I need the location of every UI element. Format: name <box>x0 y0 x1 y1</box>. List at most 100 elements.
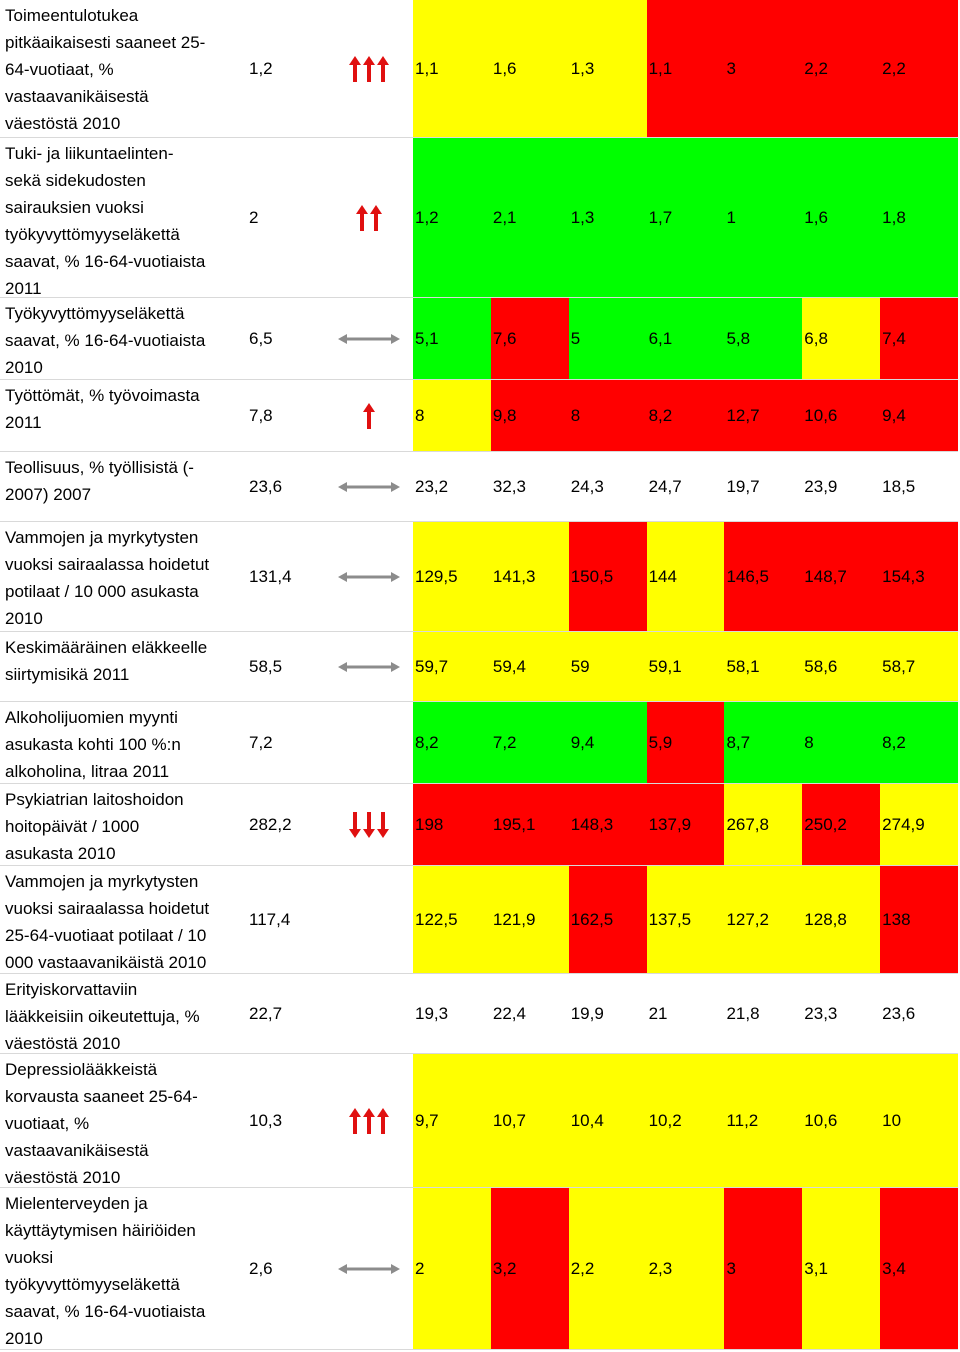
value-cell: 3,4 <box>880 1188 959 1349</box>
value-cell: 10,6 <box>802 380 881 451</box>
value-cell: 8 <box>802 702 881 783</box>
indicator-label: Psykiatrian laitoshoidon hoitopäivät / 1… <box>0 784 245 865</box>
base-value: 10,3 <box>245 1054 325 1187</box>
value-cell: 128,8 <box>802 866 881 973</box>
value-cell: 23,9 <box>802 452 881 521</box>
table-row: Teollisuus, % työllisistä (- 2007) 2007 2… <box>0 452 959 522</box>
base-value: 2 <box>245 138 325 297</box>
value-cell: 59,7 <box>413 632 491 701</box>
base-value: 282,2 <box>245 784 325 865</box>
value-cell: 250,2 <box>802 784 881 865</box>
indicator-label: Työkyvyttömyyseläkettä saavat, % 16-64-v… <box>0 298 245 379</box>
indicator-label: Vammojen ja myrkytysten vuoksi sairaalas… <box>0 866 245 973</box>
value-cell: 7,6 <box>490 298 569 379</box>
triple-up-arrow-icon <box>349 55 389 82</box>
trend-cell <box>325 632 413 701</box>
value-cell: 141,3 <box>490 522 569 631</box>
value-cell: 10,4 <box>568 1054 647 1187</box>
value-cell: 1,3 <box>568 138 647 297</box>
value-cell: 2,3 <box>646 1188 725 1349</box>
horizontal-arrow-icon <box>338 571 400 582</box>
value-cell: 1,8 <box>880 138 959 297</box>
table-row: Toimeentulotukea pitkäaikaisesti saaneet… <box>0 0 959 138</box>
indicator-label: Työttömät, % työvoimasta 2011 <box>0 380 245 451</box>
trend-cell <box>325 702 413 783</box>
value-cell: 1,1 <box>646 0 725 137</box>
trend-cell <box>325 784 413 865</box>
value-cell: 148,7 <box>802 522 881 631</box>
table-row: Depressiolääkkeistä korvausta saaneet 25… <box>0 1054 959 1188</box>
base-value: 23,6 <box>245 452 325 521</box>
value-cell: 23,6 <box>880 974 959 1053</box>
value-cell: 8,2 <box>413 702 491 783</box>
value-cell: 5 <box>568 298 647 379</box>
trend-cell <box>325 0 413 137</box>
base-value: 131,4 <box>245 522 325 631</box>
indicator-label: Mielenterveyden ja käyttäytymisen häiriö… <box>0 1188 245 1349</box>
base-value: 22,7 <box>245 974 325 1053</box>
table-row: Työkyvyttömyyseläkettä saavat, % 16-64-v… <box>0 298 959 380</box>
value-cell: 8 <box>413 380 491 451</box>
value-cell: 8,7 <box>724 702 803 783</box>
value-cell: 59 <box>568 632 647 701</box>
value-cell: 23,2 <box>413 452 491 521</box>
value-cell: 150,5 <box>568 522 647 631</box>
value-cell: 2,2 <box>880 0 959 137</box>
table-row: Alkoholijuomien myynti asukasta kohti 10… <box>0 702 959 784</box>
value-cell: 21 <box>646 974 725 1053</box>
value-cell: 58,7 <box>880 632 959 701</box>
table-row: Työttömät, % työvoimasta 2011 7,8 8 9,8 8 8,2… <box>0 380 959 452</box>
value-cell: 19,9 <box>568 974 647 1053</box>
value-cell: 5,9 <box>646 702 725 783</box>
base-value: 7,2 <box>245 702 325 783</box>
horizontal-arrow-icon <box>338 1263 400 1274</box>
value-cell: 18,5 <box>880 452 959 521</box>
value-cell: 267,8 <box>724 784 803 865</box>
base-value: 117,4 <box>245 866 325 973</box>
value-cell: 274,9 <box>880 784 959 865</box>
value-cell: 127,2 <box>724 866 803 973</box>
value-cell: 1,7 <box>646 138 725 297</box>
base-value: 1,2 <box>245 0 325 137</box>
value-cell: 5,1 <box>413 298 491 379</box>
table-row: Vammojen ja myrkytysten vuoksi sairaalas… <box>0 522 959 632</box>
value-cell: 122,5 <box>413 866 491 973</box>
value-cell: 138 <box>880 866 959 973</box>
value-cell: 148,3 <box>568 784 647 865</box>
trend-cell <box>325 866 413 973</box>
value-cell: 3 <box>724 0 803 137</box>
value-cell: 129,5 <box>413 522 491 631</box>
double-up-arrow-icon <box>356 204 382 231</box>
value-cell: 59,4 <box>490 632 569 701</box>
value-cell: 162,5 <box>568 866 647 973</box>
table-row: Erityiskorvattaviin lääkkeisiin oikeutet… <box>0 974 959 1054</box>
table-row: Psykiatrian laitoshoidon hoitopäivät / 1… <box>0 784 959 866</box>
value-cell: 9,8 <box>490 380 569 451</box>
value-cell: 32,3 <box>490 452 569 521</box>
value-cell: 19,3 <box>413 974 491 1053</box>
trend-cell <box>325 522 413 631</box>
value-cell: 59,1 <box>646 632 725 701</box>
trend-cell <box>325 1054 413 1187</box>
value-cell: 2,1 <box>490 138 569 297</box>
value-cell: 146,5 <box>724 522 803 631</box>
up-arrow-icon <box>363 402 375 429</box>
base-value: 7,8 <box>245 380 325 451</box>
value-cell: 7,2 <box>490 702 569 783</box>
base-value: 58,5 <box>245 632 325 701</box>
value-cell: 8,2 <box>880 702 959 783</box>
value-cell: 137,9 <box>646 784 725 865</box>
value-cell: 12,7 <box>724 380 803 451</box>
indicator-label: Keskimääräinen eläkkeelle siirtymisikä 2… <box>0 632 245 701</box>
horizontal-arrow-icon <box>338 333 400 344</box>
value-cell: 1,6 <box>490 0 569 137</box>
value-cell: 6,1 <box>646 298 725 379</box>
horizontal-arrow-icon <box>338 661 400 672</box>
indicator-label: Toimeentulotukea pitkäaikaisesti saaneet… <box>0 0 245 137</box>
base-value: 6,5 <box>245 298 325 379</box>
indicator-label: Alkoholijuomien myynti asukasta kohti 10… <box>0 702 245 783</box>
trend-cell <box>325 1188 413 1349</box>
table-row: Vammojen ja myrkytysten vuoksi sairaalas… <box>0 866 959 974</box>
value-cell: 9,4 <box>568 702 647 783</box>
